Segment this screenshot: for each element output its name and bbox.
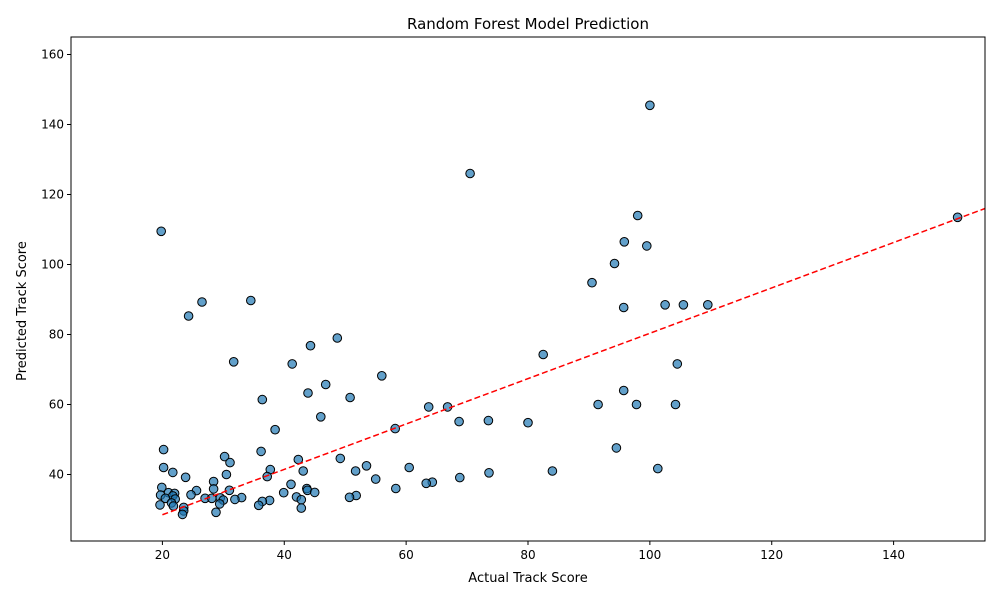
data-point-72 xyxy=(309,487,320,498)
data-point-29 xyxy=(631,399,642,410)
y-tick-label-100: 100 xyxy=(41,258,64,272)
y-tick-label-60: 60 xyxy=(49,398,64,412)
data-point-6 xyxy=(642,241,652,251)
data-point-7 xyxy=(609,258,620,269)
data-point-63 xyxy=(421,478,432,489)
data-point-13 xyxy=(703,300,713,310)
data-point-1 xyxy=(465,168,475,179)
data-point-81 xyxy=(344,492,355,503)
data-point-20 xyxy=(287,359,298,369)
data-point-5 xyxy=(619,237,630,247)
data-point-36 xyxy=(523,417,533,428)
data-point-4 xyxy=(156,226,166,237)
data-point-56 xyxy=(221,469,232,480)
data-point-31 xyxy=(423,402,434,412)
x-tick-label-40: 40 xyxy=(277,548,292,562)
data-point-45 xyxy=(225,457,235,468)
x-axis-label: Actual Track Score xyxy=(468,571,587,586)
x-tick-label-20: 20 xyxy=(155,548,170,562)
data-point-43 xyxy=(335,453,346,464)
data-point-24 xyxy=(618,385,629,396)
x-tick-label-140: 140 xyxy=(882,548,905,562)
data-point-26 xyxy=(345,392,355,403)
data-point-35 xyxy=(454,416,464,427)
y-tick-label-140: 140 xyxy=(41,118,64,132)
data-point-28 xyxy=(593,399,603,410)
data-point-42 xyxy=(219,451,230,462)
reference-line xyxy=(162,207,986,516)
x-tick-label-120: 120 xyxy=(760,548,783,562)
data-point-19 xyxy=(228,357,239,367)
y-tick-label-160: 160 xyxy=(41,48,64,62)
data-point-52 xyxy=(350,466,361,476)
data-point-57 xyxy=(262,471,273,482)
data-point-96 xyxy=(253,500,264,511)
data-point-22 xyxy=(377,371,387,381)
data-point-58 xyxy=(180,472,191,483)
data-point-95 xyxy=(155,500,165,510)
data-point-60 xyxy=(370,474,381,484)
chart-title: Random Forest Model Prediction xyxy=(407,15,649,33)
data-point-15 xyxy=(183,311,194,321)
data-point-94 xyxy=(214,499,225,509)
data-point-21 xyxy=(672,359,683,369)
data-point-53 xyxy=(547,466,558,476)
data-point-46 xyxy=(361,461,372,471)
data-point-38 xyxy=(270,424,280,435)
y-tick-label-40: 40 xyxy=(49,468,64,482)
x-tick-label-60: 60 xyxy=(398,548,413,562)
data-point-33 xyxy=(316,412,326,422)
data-point-40 xyxy=(158,444,169,455)
data-point-30 xyxy=(670,399,681,410)
y-axis-ticks: 40 60 80 100 120 140 160 xyxy=(41,48,71,482)
data-point-25 xyxy=(303,388,313,398)
y-tick-label-120: 120 xyxy=(41,188,64,202)
data-point-68 xyxy=(208,484,219,494)
data-point-16 xyxy=(332,333,343,343)
data-point-97 xyxy=(168,501,179,511)
data-point-34 xyxy=(483,415,494,426)
data-point-18 xyxy=(538,349,549,360)
data-point-64 xyxy=(286,479,296,490)
data-point-99 xyxy=(296,503,307,513)
data-point-8 xyxy=(587,277,597,288)
data-point-70 xyxy=(224,485,235,496)
data-point-88 xyxy=(230,494,240,505)
y-tick-label-80: 80 xyxy=(49,328,64,342)
x-tick-label-100: 100 xyxy=(638,548,661,562)
data-point-0 xyxy=(645,100,655,111)
data-point-55 xyxy=(484,468,494,478)
x-tick-label-80: 80 xyxy=(520,548,535,562)
data-point-41 xyxy=(256,446,266,457)
data-point-2 xyxy=(632,210,643,221)
data-point-66 xyxy=(391,483,401,494)
data-point-101 xyxy=(211,507,221,518)
data-point-27 xyxy=(257,394,268,405)
data-point-9 xyxy=(197,297,207,307)
data-point-11 xyxy=(660,300,670,310)
data-points xyxy=(155,100,963,520)
data-point-17 xyxy=(305,340,316,351)
data-point-12 xyxy=(678,300,689,310)
data-point-54 xyxy=(168,467,178,478)
data-point-102 xyxy=(177,509,188,520)
data-point-59 xyxy=(455,472,465,483)
data-point-10 xyxy=(246,295,256,306)
data-point-49 xyxy=(653,463,663,474)
data-point-73 xyxy=(278,487,289,498)
x-axis-ticks: 20 40 60 80 100 120 140 xyxy=(155,541,905,562)
data-point-14 xyxy=(618,302,629,313)
data-point-51 xyxy=(298,466,309,476)
data-point-47 xyxy=(158,462,169,473)
data-point-23 xyxy=(320,379,331,390)
data-point-77 xyxy=(186,490,196,500)
data-point-48 xyxy=(404,462,415,473)
data-point-89 xyxy=(296,494,307,505)
data-point-39 xyxy=(611,443,622,453)
y-axis-label: Predicted Track Score xyxy=(15,241,30,381)
